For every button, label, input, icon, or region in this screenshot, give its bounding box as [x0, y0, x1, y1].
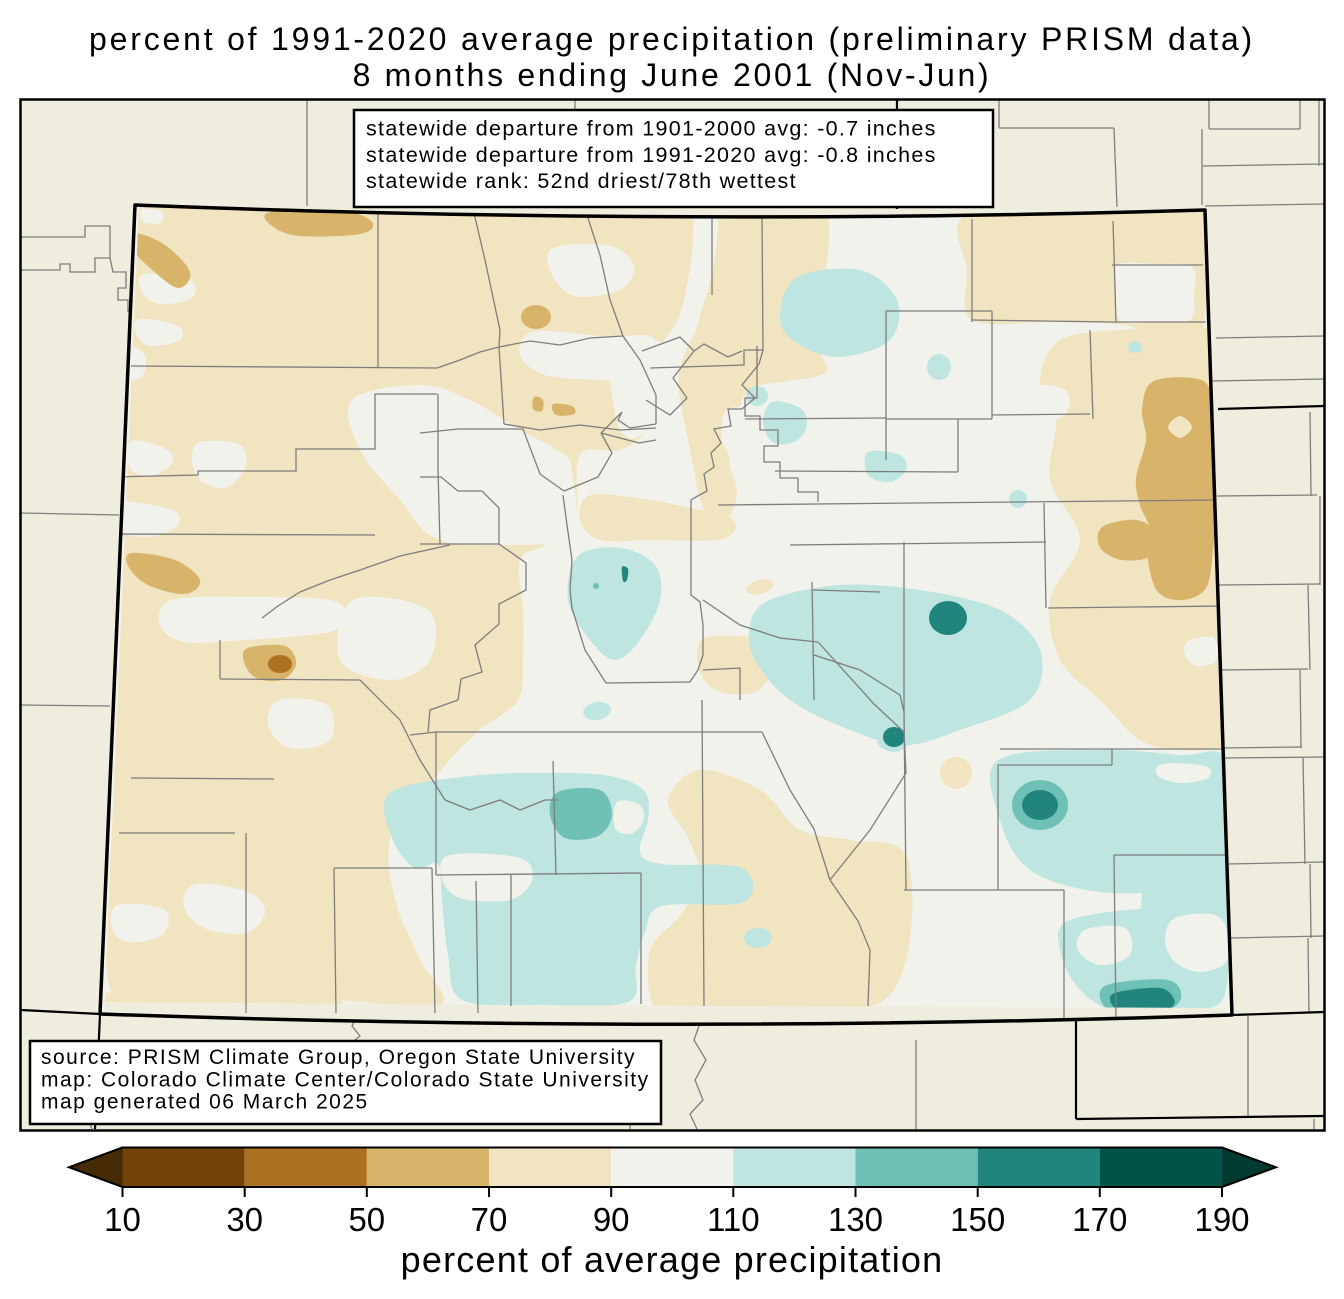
- svg-text:statewide rank: 52nd driest/78: statewide rank: 52nd driest/78th wettest: [366, 169, 797, 193]
- svg-text:source: PRISM Climate Group, O: source: PRISM Climate Group, Oregon Stat…: [41, 1046, 636, 1069]
- svg-text:90: 90: [593, 1201, 630, 1238]
- svg-text:50: 50: [348, 1201, 385, 1238]
- svg-text:statewide departure from 1991-: statewide departure from 1991-2020 avg: …: [366, 143, 937, 167]
- svg-text:map: Colorado Climate Center/C: map: Colorado Climate Center/Colorado St…: [41, 1068, 650, 1091]
- svg-text:8 months ending June 2001 (Nov: 8 months ending June 2001 (Nov-Jun): [353, 57, 992, 93]
- svg-text:10: 10: [104, 1201, 141, 1238]
- svg-text:190: 190: [1194, 1201, 1249, 1238]
- svg-text:30: 30: [226, 1201, 263, 1238]
- svg-text:130: 130: [828, 1201, 883, 1238]
- svg-text:map generated 06 March 2025: map generated 06 March 2025: [41, 1091, 369, 1114]
- svg-text:70: 70: [471, 1201, 508, 1238]
- svg-text:150: 150: [950, 1201, 1005, 1238]
- svg-text:percent of 1991-2020 average p: percent of 1991-2020 average precipitati…: [89, 21, 1255, 57]
- svg-text:110: 110: [707, 1201, 760, 1238]
- svg-text:170: 170: [1072, 1201, 1127, 1238]
- svg-text:percent of average precipitati: percent of average precipitation: [401, 1239, 944, 1280]
- svg-text:statewide departure from 1901-: statewide departure from 1901-2000 avg: …: [366, 117, 937, 141]
